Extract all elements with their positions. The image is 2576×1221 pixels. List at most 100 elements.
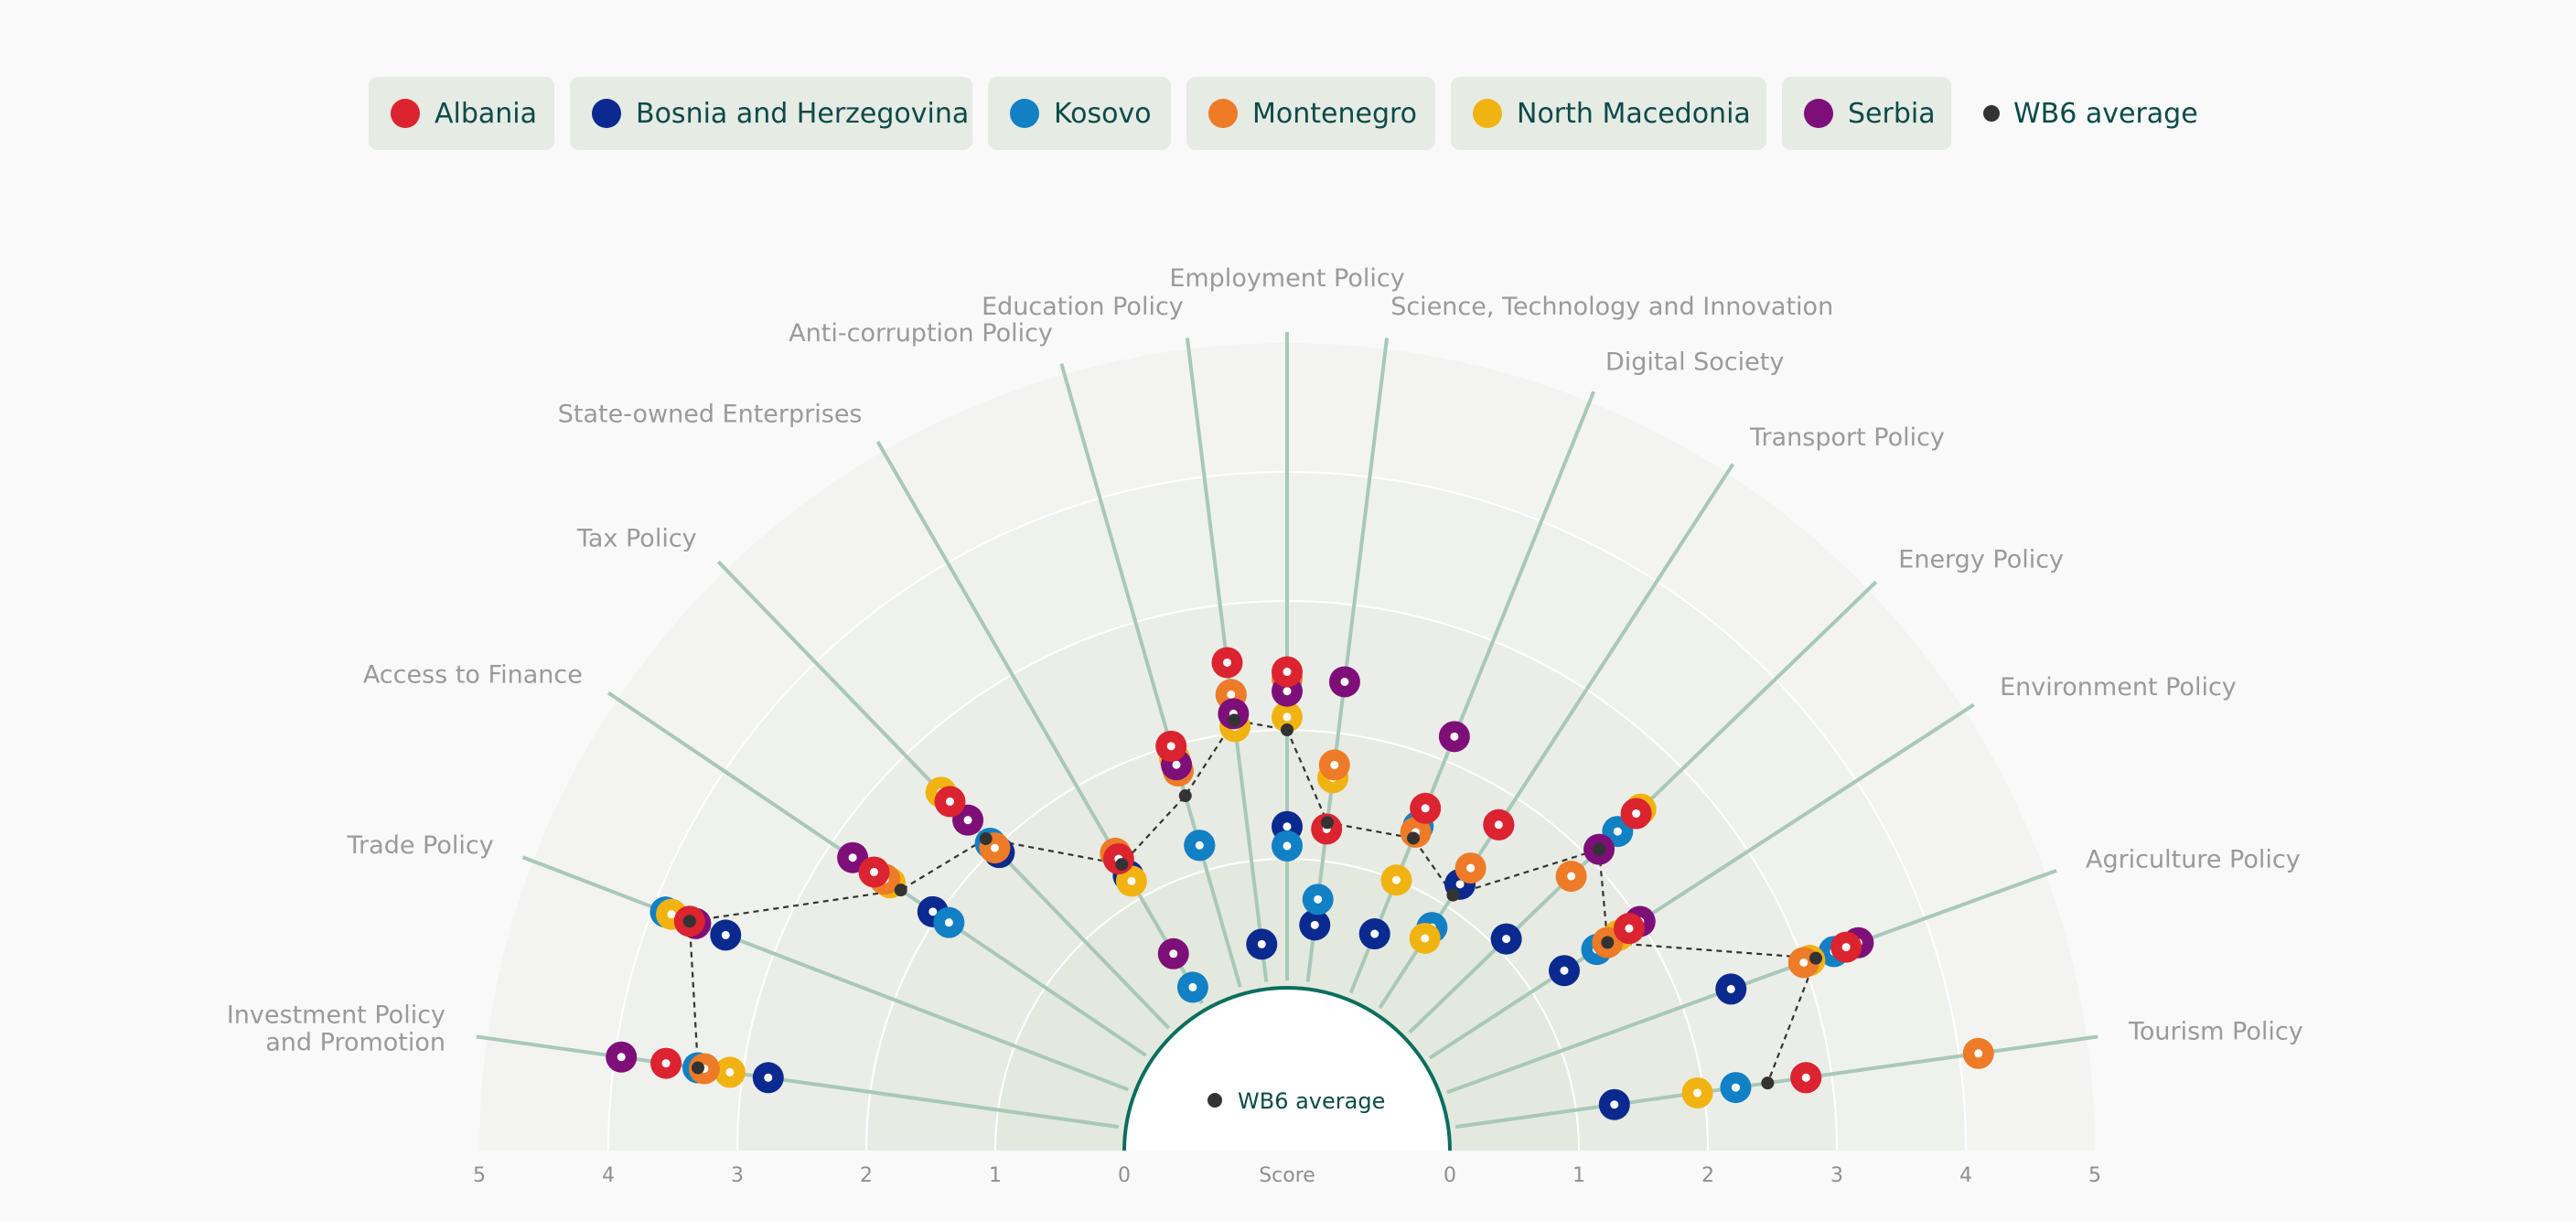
legend: Albania Bosnia and Herzegovina Kosovo Monte…: [369, 77, 2198, 150]
dimension-label-trade: Trade Policy: [347, 831, 494, 860]
dimension-label-line: Access to Finance: [363, 661, 583, 690]
point-center: [1494, 820, 1503, 830]
average-point-environment[interactable]: [1601, 936, 1615, 949]
point-tourism-north_macedonia[interactable]: [1681, 1076, 1713, 1109]
point-center: [1370, 929, 1379, 938]
point-center: [1731, 1083, 1740, 1092]
point-soe-kosovo[interactable]: [1176, 971, 1208, 1003]
point-center: [848, 853, 857, 862]
point-digital-north_macedonia[interactable]: [1380, 864, 1412, 896]
point-sti-bih[interactable]: [1299, 909, 1331, 941]
point-tourism-albania[interactable]: [1790, 1062, 1822, 1094]
legend-chip-background: [988, 77, 1171, 150]
center-hub: WB6 average Score: [1208, 1088, 1385, 1187]
point-agriculture-bih[interactable]: [1715, 973, 1747, 1005]
dimension-label-environment: Environment Policy: [2000, 673, 2237, 702]
hub-fill: [1124, 988, 1450, 1151]
point-employment-albania[interactable]: [1272, 656, 1303, 688]
average-point-tax[interactable]: [979, 831, 993, 845]
average-point-employment[interactable]: [1281, 723, 1293, 736]
point-center: [721, 930, 730, 939]
average-point-trade[interactable]: [682, 915, 696, 928]
point-tax-albania[interactable]: [934, 786, 966, 818]
point-digital-bih[interactable]: [1358, 918, 1390, 950]
point-digital-serbia[interactable]: [1438, 721, 1470, 753]
average-point-investment[interactable]: [691, 1061, 704, 1075]
point-transport-north_macedonia[interactable]: [1409, 922, 1441, 954]
dimension-label-tourism: Tourism Policy: [2128, 1018, 2303, 1046]
point-sti-serbia[interactable]: [1328, 666, 1360, 698]
legend-label: Montenegro: [1252, 98, 1417, 130]
point-center: [1801, 1073, 1810, 1082]
point-soe-serbia[interactable]: [1157, 937, 1189, 969]
point-anticorruption-kosovo[interactable]: [1184, 830, 1216, 862]
point-energy-montenegro[interactable]: [1555, 861, 1587, 893]
point-investment-serbia[interactable]: [606, 1041, 638, 1073]
point-energy-bih[interactable]: [1490, 923, 1522, 955]
point-access_finance-albania[interactable]: [858, 856, 890, 888]
point-tourism-bih[interactable]: [1598, 1088, 1630, 1120]
average-point-sti[interactable]: [1321, 816, 1335, 830]
dimension-label-access_finance: Access to Finance: [363, 661, 583, 690]
average-point-soe[interactable]: [1115, 858, 1129, 872]
point-investment-albania[interactable]: [650, 1047, 682, 1079]
point-employment-north_macedonia[interactable]: [1272, 701, 1303, 733]
point-agriculture-albania[interactable]: [1830, 931, 1862, 963]
point-anticorruption-albania[interactable]: [1155, 730, 1187, 762]
point-access_finance-kosovo[interactable]: [933, 906, 965, 938]
point-education-bih[interactable]: [1246, 928, 1278, 960]
point-digital-albania[interactable]: [1410, 792, 1442, 824]
legend-item-wb6-average[interactable]: WB6 average: [1983, 98, 2198, 130]
dimension-label-line: Science, Technology and Innovation: [1390, 293, 1833, 321]
legend-label: WB6 average: [2013, 98, 2198, 130]
point-center: [725, 1067, 735, 1076]
legend-label: Albania: [435, 98, 537, 130]
point-transport-montenegro[interactable]: [1454, 852, 1487, 884]
average-point-education[interactable]: [1228, 713, 1241, 727]
average-point-transport[interactable]: [1446, 888, 1460, 902]
point-education-albania[interactable]: [1211, 647, 1243, 679]
point-environment-albania[interactable]: [1613, 913, 1645, 945]
average-point-digital[interactable]: [1406, 831, 1420, 845]
point-center: [667, 910, 676, 919]
point-tourism-kosovo[interactable]: [1720, 1072, 1752, 1104]
point-center: [1632, 809, 1641, 818]
legend-item-bih[interactable]: Bosnia and Herzegovina: [570, 77, 972, 150]
legend-item-serbia[interactable]: Serbia: [1782, 77, 1951, 150]
point-employment-kosovo[interactable]: [1272, 830, 1303, 862]
point-center: [1310, 920, 1319, 929]
point-investment-north_macedonia[interactable]: [714, 1056, 746, 1088]
point-energy-albania[interactable]: [1620, 798, 1652, 830]
point-center: [1188, 982, 1197, 991]
legend-item-north_macedonia[interactable]: North Macedonia: [1451, 77, 1766, 150]
spoke-investment: [476, 1034, 1120, 1130]
point-center: [963, 816, 972, 825]
point-sti-kosovo[interactable]: [1302, 884, 1334, 916]
average-point-tourism[interactable]: [1761, 1076, 1775, 1090]
average-point-agriculture[interactable]: [1809, 951, 1823, 965]
average-point-access_finance[interactable]: [894, 884, 907, 897]
point-investment-bih[interactable]: [752, 1062, 784, 1094]
score-tick-0: 0: [1118, 1164, 1131, 1187]
spoke-anticorruption: [1059, 363, 1242, 988]
center-average-dot: [1208, 1093, 1222, 1108]
point-environment-bih[interactable]: [1549, 955, 1581, 987]
center-average-label: WB6 average: [1238, 1088, 1385, 1114]
dimension-label-transport: Transport Policy: [1749, 423, 1945, 452]
legend-item-albania[interactable]: Albania: [369, 77, 554, 150]
point-center: [1283, 687, 1292, 696]
legend-item-montenegro[interactable]: Montenegro: [1186, 77, 1435, 150]
point-center: [1314, 894, 1323, 904]
legend-item-kosovo[interactable]: Kosovo: [988, 77, 1171, 150]
score-tick-5: 5: [473, 1164, 486, 1187]
point-trade-bih[interactable]: [710, 919, 742, 951]
point-center: [1166, 742, 1175, 751]
point-tourism-montenegro[interactable]: [1962, 1037, 1994, 1069]
average-point-energy[interactable]: [1593, 842, 1606, 856]
point-sti-montenegro[interactable]: [1318, 749, 1350, 781]
average-point-anticorruption[interactable]: [1178, 789, 1192, 803]
point-transport-albania[interactable]: [1483, 809, 1515, 841]
point-center: [945, 797, 954, 806]
score-tick-5: 5: [2088, 1164, 2101, 1187]
score-ticks: 0 0 1 1 2 2 3 3 4 4 5 5: [473, 1164, 2101, 1187]
